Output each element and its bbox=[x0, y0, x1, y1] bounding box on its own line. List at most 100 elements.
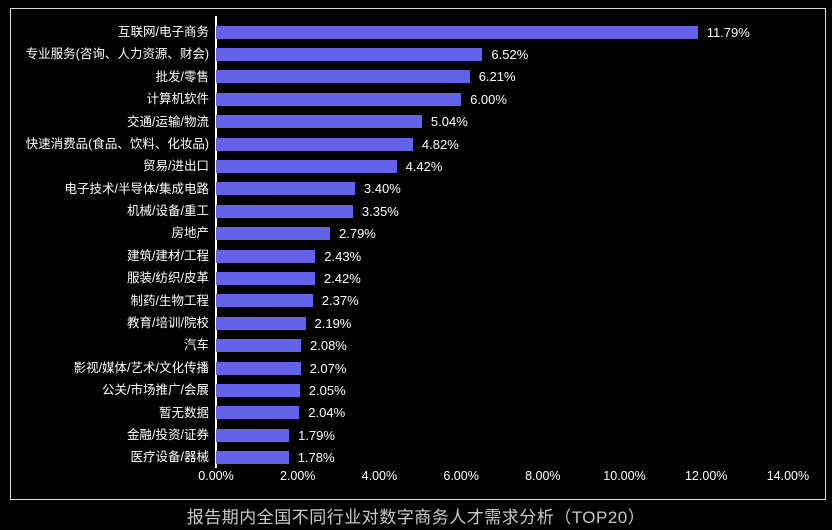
category-label: 教育/培训/院校 bbox=[127, 316, 209, 331]
bar bbox=[216, 25, 698, 39]
bar-track: 2.43% bbox=[216, 245, 825, 267]
bar-track: 2.05% bbox=[216, 379, 825, 401]
category-label: 专业服务(咨询、人力资源、财会) bbox=[25, 47, 209, 62]
bar-row: 快速消费品(食品、饮料、化妆品) 4.82% bbox=[11, 133, 825, 155]
value-label: 1.78% bbox=[297, 450, 335, 466]
bar bbox=[216, 182, 355, 196]
bar-track: 6.00% bbox=[216, 88, 825, 110]
bar bbox=[216, 227, 330, 241]
value-label: 6.21% bbox=[478, 69, 516, 85]
value-label: 2.08% bbox=[310, 338, 347, 354]
value-label: 4.42% bbox=[405, 159, 443, 175]
bar-track: 1.78% bbox=[216, 446, 825, 468]
bar bbox=[216, 115, 422, 129]
x-tick-label: 12.00% bbox=[684, 469, 728, 483]
bar-row: 交通/运输/物流 5.04% bbox=[11, 111, 825, 133]
value-label: 2.37% bbox=[321, 293, 359, 309]
bar bbox=[216, 339, 301, 353]
bar bbox=[216, 294, 313, 308]
category-label: 制药/生物工程 bbox=[130, 293, 209, 308]
value-label: 6.00% bbox=[470, 91, 507, 107]
bar-row: 计算机软件 6.00% bbox=[11, 88, 825, 110]
bar-row: 批发/零售 6.21% bbox=[11, 66, 825, 88]
value-label: 1.79% bbox=[298, 427, 335, 443]
bar bbox=[216, 70, 470, 84]
category-label: 暂无数据 bbox=[158, 405, 209, 420]
bar-row: 汽车 2.08% bbox=[11, 334, 825, 356]
bar bbox=[216, 361, 301, 375]
category-label: 房地产 bbox=[171, 226, 209, 241]
bar-row: 医疗设备/器械 1.78% bbox=[11, 446, 825, 468]
x-tick-label: 14.00% bbox=[766, 469, 810, 483]
bar-track: 2.08% bbox=[216, 334, 825, 356]
bar-row: 暂无数据 2.04% bbox=[11, 402, 825, 424]
bar-track: 4.82% bbox=[216, 133, 825, 155]
category-label: 电子技术/半导体/集成电路 bbox=[64, 181, 209, 196]
bar bbox=[216, 137, 413, 151]
bar-track: 2.42% bbox=[216, 267, 825, 289]
bar bbox=[216, 92, 462, 106]
x-tick-label: 6.00% bbox=[443, 469, 479, 483]
category-label: 交通/运输/物流 bbox=[127, 114, 209, 129]
category-label: 服装/纺织/皮革 bbox=[127, 271, 209, 286]
bar-track: 2.37% bbox=[216, 290, 825, 312]
bar-track: 4.42% bbox=[216, 155, 825, 177]
bar-track: 6.52% bbox=[216, 43, 825, 65]
category-label: 建筑/建材/工程 bbox=[127, 248, 209, 263]
bar-row: 房地产 2.79% bbox=[11, 223, 825, 245]
category-label: 快速消费品(食品、饮料、化妆品) bbox=[25, 136, 209, 151]
bar bbox=[216, 249, 316, 263]
category-label: 汽车 bbox=[183, 338, 209, 353]
bar bbox=[216, 383, 300, 397]
bar-row: 电子技术/半导体/集成电路 3.40% bbox=[11, 178, 825, 200]
bar-track: 1.79% bbox=[216, 424, 825, 446]
bar bbox=[216, 316, 306, 330]
x-tick-label: 10.00% bbox=[603, 469, 646, 483]
value-label: 2.42% bbox=[323, 270, 361, 286]
value-label: 3.35% bbox=[361, 203, 399, 219]
bar-row: 贸易/进出口 4.42% bbox=[11, 155, 825, 177]
bar-row: 公关/市场推广/会展 2.05% bbox=[11, 379, 825, 401]
value-label: 6.52% bbox=[491, 47, 529, 63]
bar bbox=[216, 204, 353, 218]
bar-row: 金融/投资/证券 1.79% bbox=[11, 424, 825, 446]
value-label: 2.05% bbox=[308, 382, 346, 398]
x-tick-label: 0.00% bbox=[198, 469, 234, 483]
chart-frame: 互联网/电子商务 11.79% 专业服务(咨询、人力资源、财会) 6.52% 批发/零售… bbox=[10, 8, 826, 500]
value-label: 2.19% bbox=[314, 315, 352, 331]
x-tick-label: 4.00% bbox=[361, 469, 398, 483]
y-axis-line bbox=[215, 16, 217, 468]
bar-row: 制药/生物工程 2.37% bbox=[11, 290, 825, 312]
bar-row: 专业服务(咨询、人力资源、财会) 6.52% bbox=[11, 43, 825, 65]
category-label: 计算机软件 bbox=[146, 92, 209, 107]
category-label: 影视/媒体/艺术/文化传播 bbox=[73, 360, 209, 375]
category-label: 医疗设备/器械 bbox=[130, 450, 209, 465]
bar-track: 2.79% bbox=[216, 223, 825, 245]
x-axis-ticks: 0.00% 2.00% 4.00% 6.00% 8.00% 10.00% 12.00% 14.… bbox=[11, 469, 825, 488]
bar bbox=[216, 160, 397, 174]
bar-track: 6.21% bbox=[216, 66, 825, 88]
bar-row: 影视/媒体/艺术/文化传播 2.07% bbox=[11, 357, 825, 379]
bar-row: 教育/培训/院校 2.19% bbox=[11, 312, 825, 334]
bar bbox=[216, 428, 290, 442]
category-label: 机械/设备/重工 bbox=[127, 204, 209, 219]
bar bbox=[216, 406, 300, 420]
bar bbox=[216, 48, 483, 62]
value-label: 4.82% bbox=[421, 136, 459, 152]
bar-track: 2.19% bbox=[216, 312, 825, 334]
chart-title: 报告期内全国不同行业对数字商务人才需求分析（TOP20） bbox=[186, 508, 646, 527]
x-tick-label: 8.00% bbox=[525, 469, 561, 483]
x-tick-label: 2.00% bbox=[279, 469, 316, 483]
bar-track: 3.40% bbox=[216, 178, 825, 200]
value-label: 2.07% bbox=[309, 360, 347, 376]
bar-track: 11.79% bbox=[216, 21, 825, 43]
category-label: 互联网/电子商务 bbox=[118, 24, 209, 39]
category-label: 批发/零售 bbox=[155, 69, 209, 84]
value-label: 2.43% bbox=[324, 248, 362, 264]
bar-row: 服装/纺织/皮革 2.42% bbox=[11, 267, 825, 289]
bar-track: 2.04% bbox=[216, 402, 825, 424]
value-label: 5.04% bbox=[430, 114, 468, 130]
bar bbox=[216, 271, 315, 285]
bar-row: 互联网/电子商务 11.79% bbox=[11, 21, 825, 43]
value-label: 2.04% bbox=[308, 405, 346, 421]
